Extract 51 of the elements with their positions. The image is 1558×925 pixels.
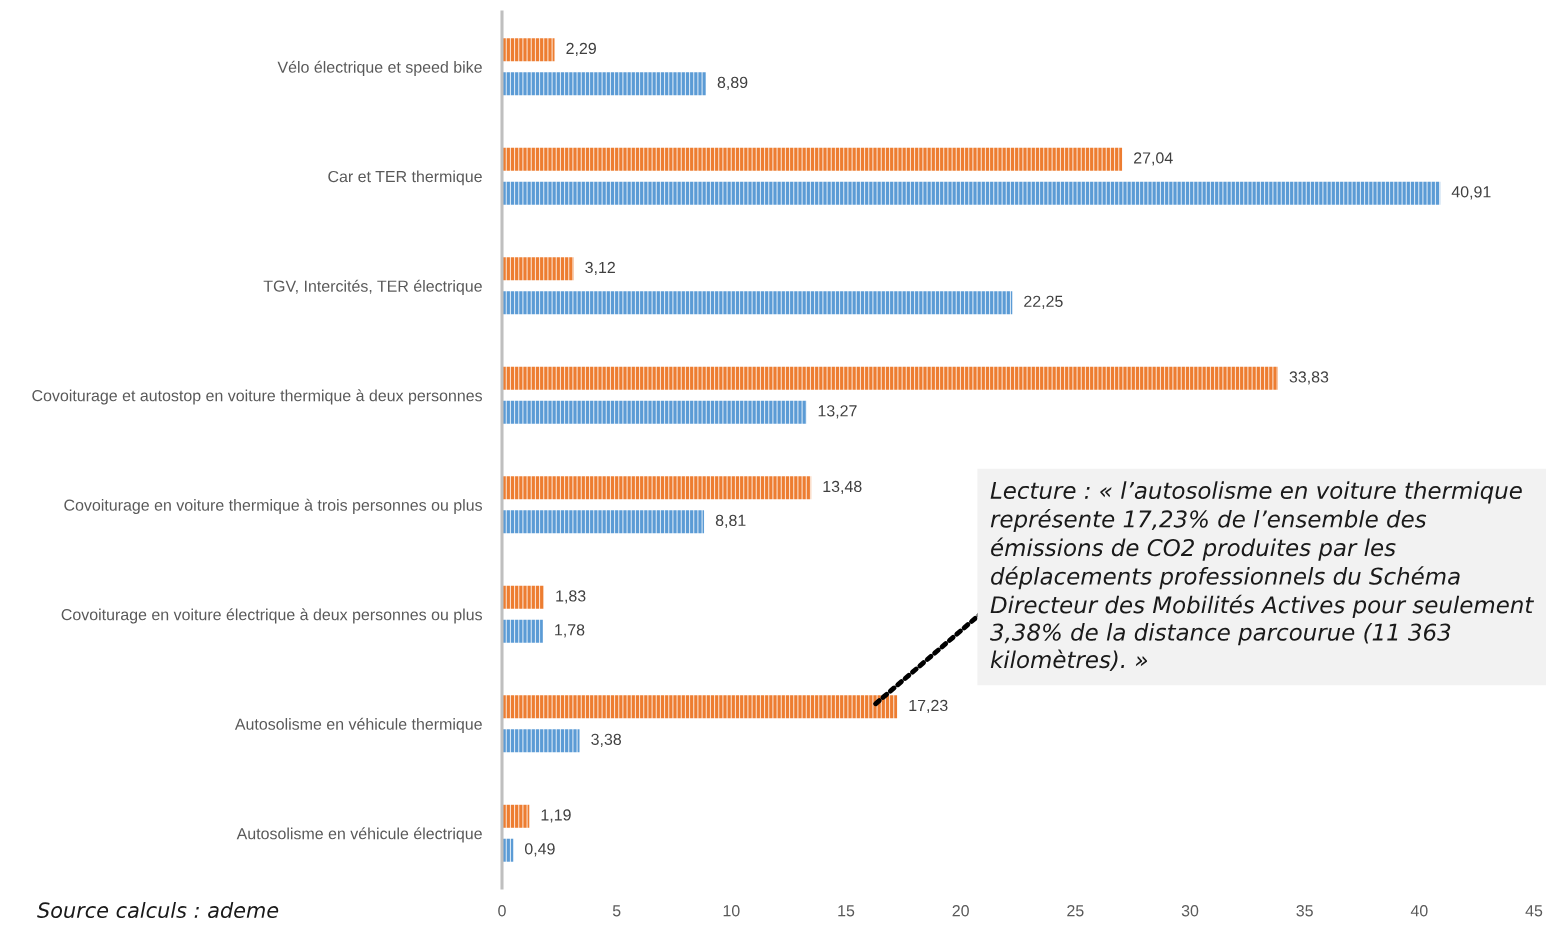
- y-tick-label: TGV, Intercités, TER électrique: [263, 279, 482, 295]
- y-tick-label: Vélo électrique et speed bike: [277, 60, 482, 76]
- data-label: 0,49: [524, 843, 555, 857]
- x-tick-label: 45: [1525, 905, 1543, 917]
- data-label: 13,27: [818, 405, 857, 419]
- data-label: 22,25: [1024, 295, 1063, 309]
- data-label: 8,81: [715, 514, 746, 528]
- y-tick-label: Autosolisme en véhicule électrique: [236, 827, 482, 843]
- data-label: 1,78: [555, 624, 585, 638]
- data-label: 27,04: [1134, 152, 1173, 166]
- x-tick-label: 5: [612, 905, 621, 917]
- bar: [502, 729, 580, 753]
- x-tick-label: 15: [838, 905, 855, 917]
- bar: [502, 291, 1013, 315]
- data-label: 1,83: [556, 590, 586, 604]
- x-tick-label: 30: [1181, 905, 1199, 917]
- bar: [502, 619, 543, 643]
- x-tick-label: 10: [723, 905, 740, 917]
- x-tick-label: 20: [952, 905, 969, 917]
- data-label: 3,38: [591, 733, 622, 747]
- y-tick-label: Covoiturage en voiture électrique à deux personnes ou plus: [61, 608, 483, 624]
- bar: [502, 72, 706, 96]
- data-label: 2,29: [566, 42, 596, 56]
- x-tick-label: 25: [1067, 905, 1084, 917]
- bar: [502, 585, 544, 609]
- data-label: 13,48: [823, 480, 862, 494]
- annotation: Lecture : « l’autosolisme en voiture thermique représente 17,23% de l’ensemble des émissions de CO2 produites par les déplacements professionnels du Schéma Directeur des Mobilités Actives pour seulement 3,38% de la distance parcourue (11 363 kilomètres). »: [990, 481, 1535, 671]
- x-tick-label: 0: [498, 905, 506, 917]
- bar: [502, 510, 705, 534]
- bar: [502, 257, 574, 281]
- data-label: 1,19: [541, 809, 571, 823]
- data-label: 3,12: [585, 261, 615, 275]
- x-tick-label: 35: [1296, 905, 1313, 917]
- bar: [502, 476, 812, 500]
- y-tick-label: Covoiturage en voiture thermique à trois personnes ou plus: [64, 498, 483, 514]
- y-tick-label: Car et TER thermique: [328, 170, 482, 186]
- y-tick-label: Covoiturage et autostop en voiture thermique à deux personnes: [32, 389, 483, 405]
- bar: [502, 695, 898, 719]
- bar: [502, 181, 1441, 205]
- data-label: 40,91: [1451, 186, 1491, 200]
- bar: [502, 38, 555, 62]
- bar: [502, 147, 1123, 171]
- bar: [502, 366, 1278, 390]
- data-label: 17,23: [909, 699, 948, 713]
- source-note: Source calculs : ademe: [37, 901, 279, 919]
- bar: [502, 400, 807, 424]
- x-tick-label: 40: [1410, 905, 1428, 917]
- y-tick-label: Autosolisme en véhicule thermique: [234, 717, 482, 733]
- data-label: 33,83: [1289, 371, 1329, 385]
- bar: [502, 804, 530, 828]
- data-label: 8,89: [717, 76, 748, 90]
